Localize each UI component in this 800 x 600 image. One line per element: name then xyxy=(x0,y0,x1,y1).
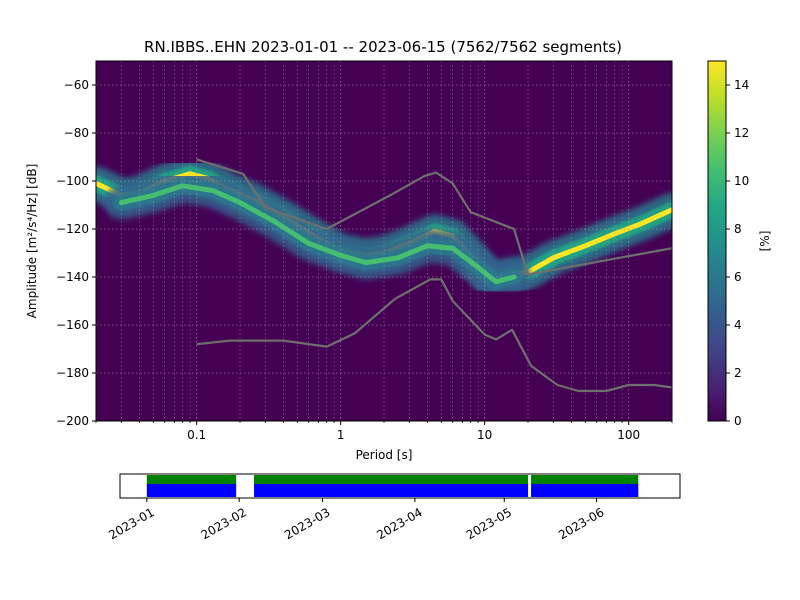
x-axis: 0.1 1 10 100 xyxy=(95,421,673,442)
x-tick-label: 0.1 xyxy=(187,428,206,442)
colorbar-ticks: 0 2 4 6 8 10 12 14 xyxy=(726,78,749,428)
noise-model-curve xyxy=(196,158,672,276)
grid-lines xyxy=(96,61,672,421)
timeline-tick-label: 2023-02 xyxy=(199,505,249,542)
timeline-tick-label: 2023-06 xyxy=(556,505,606,542)
timeline-tick-label: 2023-05 xyxy=(464,505,514,542)
y-tick-label: −120 xyxy=(56,222,89,236)
plot-area: 0.1 1 10 100 −60 −80 −100 −120 −140 −160 −180 −200 xyxy=(56,60,673,442)
x-tick-label: 1 xyxy=(337,428,345,442)
colorbar-tick-label: 8 xyxy=(734,222,742,236)
y-tick-label: −100 xyxy=(56,174,89,188)
colorbar-tick-label: 12 xyxy=(734,126,749,140)
x-axis-label: Period [s] xyxy=(356,448,413,462)
chart-title: RN.IBBS..EHN 2023-01-01 -- 2023-06-15 (7… xyxy=(144,38,622,56)
y-tick-label: −80 xyxy=(64,126,89,140)
x-tick-label: 10 xyxy=(477,428,492,442)
x-tick-label: 100 xyxy=(617,428,640,442)
coverage-bar-top xyxy=(531,475,639,484)
noise-model-curve xyxy=(196,278,672,393)
y-tick-label: −180 xyxy=(56,366,89,380)
y-axis-label: Amplitude [m²/s⁴/Hz] [dB] xyxy=(25,164,39,319)
coverage-bar-top xyxy=(254,475,529,484)
timeline-date-ticks: 2023-01 2023-02 2023-03 2023-04 2023-05 2023-… xyxy=(106,498,606,542)
colorbar-tick-label: 14 xyxy=(734,78,749,92)
timeline-tick-label: 2023-01 xyxy=(106,505,156,542)
y-tick-label: −140 xyxy=(56,270,89,284)
model-curves xyxy=(196,158,672,393)
y-tick-label: −60 xyxy=(64,78,89,92)
coverage-bar-bottom xyxy=(531,484,639,497)
colorbar-tick-label: 10 xyxy=(734,174,749,188)
data-coverage-timeline: 2023-01 2023-02 2023-03 2023-04 2023-05 2023-… xyxy=(106,473,681,542)
colorbar-tick-label: 6 xyxy=(734,270,742,284)
y-tick-label: −200 xyxy=(56,414,89,428)
colorbar-tick-label: 0 xyxy=(734,414,742,428)
coverage-bars xyxy=(146,475,639,497)
timeline-tick-label: 2023-04 xyxy=(374,505,424,542)
colorbar-tick-label: 4 xyxy=(734,318,742,332)
y-axis: −60 −80 −100 −120 −140 −160 −180 −200 xyxy=(56,78,96,428)
colorbar-gradient xyxy=(707,60,727,422)
y-tick-label: −160 xyxy=(56,318,89,332)
colorbar: 0 2 4 6 8 10 12 14 [%] xyxy=(707,60,772,428)
coverage-bar-bottom xyxy=(254,484,529,497)
density-ridge xyxy=(118,183,517,285)
timeline-tick-label: 2023-03 xyxy=(282,505,332,542)
coverage-bar-top xyxy=(146,475,237,484)
colorbar-tick-label: 2 xyxy=(734,366,742,380)
coverage-bar-bottom xyxy=(146,484,237,497)
colorbar-label: [%] xyxy=(758,231,772,252)
